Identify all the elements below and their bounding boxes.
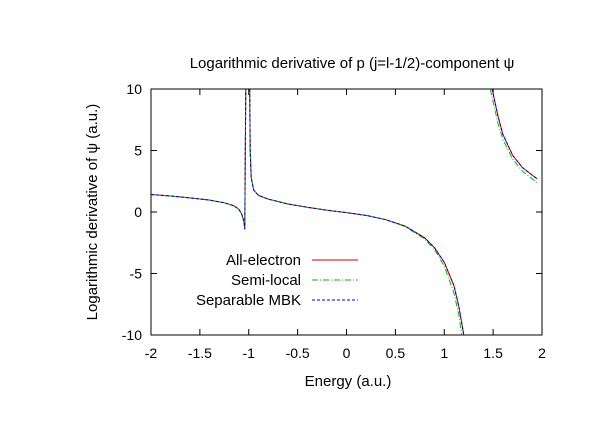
- x-tick-label: 1: [440, 345, 448, 361]
- series-separable-mbk: [151, 89, 538, 335]
- series-line: [491, 89, 538, 180]
- series-line: [249, 89, 465, 335]
- chart-title: Logarithmic derivative of p (j=l-1/2)-co…: [190, 55, 515, 72]
- x-tick-label: -1: [243, 345, 256, 361]
- y-tick-label: 5: [134, 143, 142, 159]
- x-tick-label: 0.5: [386, 345, 406, 361]
- y-axis-title: Logarithmic derivative of ψ (a.u.): [84, 104, 101, 321]
- x-tick-label: -1.5: [188, 345, 212, 361]
- y-tick-label: 0: [134, 204, 142, 220]
- series-line: [151, 89, 247, 230]
- series-layer: [151, 89, 538, 335]
- y-tick-label: 10: [126, 81, 142, 97]
- x-tick-label: -2: [145, 345, 158, 361]
- x-tick-label: 2: [538, 345, 546, 361]
- series-line: [489, 89, 538, 183]
- y-tick-label: -5: [130, 266, 143, 282]
- legend-label: Separable MBK: [196, 292, 301, 309]
- series-line: [151, 89, 247, 230]
- x-tick-label: 1.5: [483, 345, 503, 361]
- series-line: [151, 89, 247, 230]
- legend-label: All-electron: [226, 252, 301, 269]
- x-tick-label: -0.5: [286, 345, 310, 361]
- y-tick-label: -10: [122, 327, 142, 343]
- x-axis-title: Energy (a.u.): [305, 373, 392, 390]
- legend-label: Semi-local: [231, 272, 301, 289]
- series-line: [491, 89, 538, 180]
- x-tick-label: 0: [343, 345, 351, 361]
- legend: All-electron Semi-local Separable MBK: [196, 252, 358, 309]
- axes: -2 -1.5 -1 -0.5 0 0.5 1 1.5 2 -10 -5 0 5 10: [122, 81, 546, 361]
